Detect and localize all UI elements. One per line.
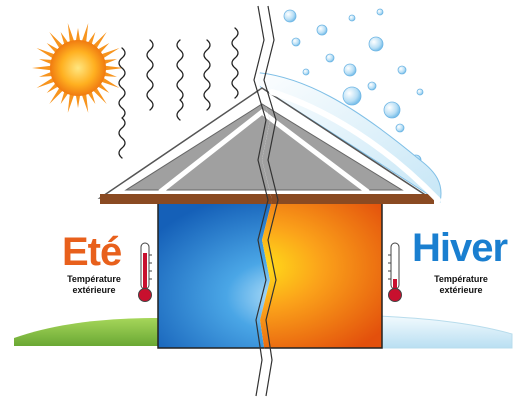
sun-ray — [67, 92, 75, 113]
sun-ray — [60, 31, 69, 46]
winter-subtitle-line1: Température — [434, 274, 488, 284]
sun-ray — [92, 86, 107, 104]
snow-bubble — [368, 36, 384, 52]
snow-bubble — [325, 53, 335, 63]
sun-ray — [39, 71, 54, 77]
snow-bubble — [302, 68, 310, 76]
thermometer-icon — [138, 242, 152, 302]
eave — [100, 194, 272, 204]
roof-snow — [258, 71, 442, 203]
summer-subtitle: Température extérieure — [56, 274, 132, 296]
snow-bubble — [348, 14, 356, 22]
winter-title: Hiver — [412, 226, 508, 270]
sun-ray — [36, 77, 56, 88]
snow-bubble — [376, 8, 384, 16]
sun-ray — [87, 90, 96, 105]
sun-ray — [92, 32, 107, 50]
winter-snow-ground — [377, 315, 513, 349]
snow-bubble — [316, 24, 328, 36]
sun-ray — [75, 28, 81, 43]
sun-ray — [102, 59, 117, 65]
heat-wave-icon — [118, 27, 239, 159]
sun-ray — [103, 65, 124, 71]
sun-ray — [36, 48, 56, 59]
sun-ray — [102, 71, 117, 77]
thermometer-icon — [388, 242, 402, 302]
snow-bubble — [283, 9, 297, 23]
sun-ray — [100, 48, 120, 59]
sun-ray — [67, 23, 75, 44]
sun-ray — [49, 32, 64, 50]
sun-ray — [75, 93, 81, 108]
sun-ray — [81, 23, 89, 44]
snow-bubble — [416, 88, 424, 96]
sun-ray — [32, 65, 53, 71]
sun-ray — [39, 59, 54, 65]
sun-ray — [81, 92, 89, 113]
summer-subtitle-line1: Température — [67, 274, 121, 284]
summer-grass — [14, 318, 160, 346]
snow-bubble — [342, 86, 362, 106]
sun-ray — [100, 77, 120, 88]
house-summer-half — [97, 87, 272, 349]
sun-ray — [60, 90, 69, 105]
snow-bubble — [397, 65, 407, 75]
sun-ray — [49, 86, 64, 104]
sun-ray — [87, 31, 96, 46]
snow-bubble — [383, 101, 401, 119]
snow-bubble — [367, 81, 377, 91]
winter-subtitle: Température extérieure — [422, 274, 500, 296]
summer-subtitle-line2: extérieure — [72, 285, 116, 295]
crack-line-icon — [253, 5, 279, 397]
winter-subtitle-line2: extérieure — [439, 285, 483, 295]
sun-icon — [32, 23, 124, 113]
summer-title: Eté — [62, 230, 122, 274]
snow-bubble — [395, 123, 405, 133]
snow-bubble — [343, 63, 357, 77]
snow-bubble — [291, 37, 301, 47]
